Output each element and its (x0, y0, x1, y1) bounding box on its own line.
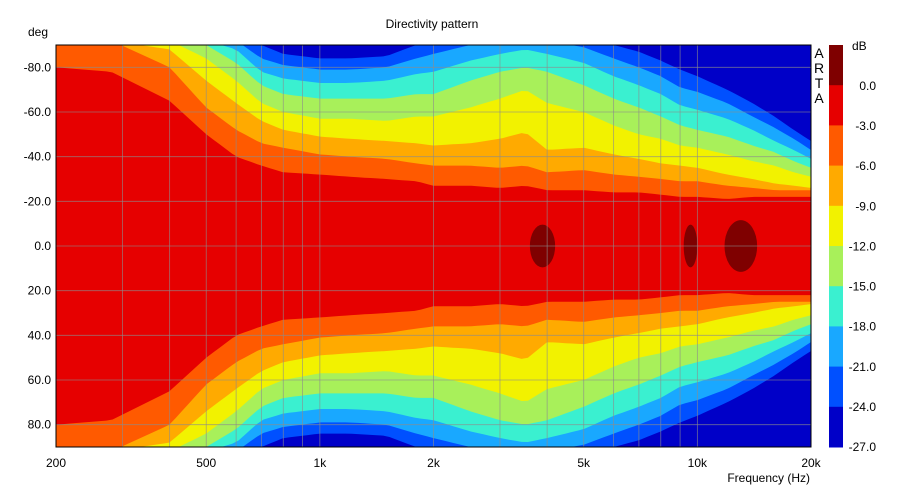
x-tick-label: 10k (688, 456, 708, 470)
colorbar-swatch (829, 165, 843, 207)
colorbar-swatch (829, 406, 843, 448)
x-tick-label: 1k (314, 456, 328, 470)
grid-lines (56, 45, 811, 447)
y-tick-label: 60.0 (28, 373, 52, 387)
y-axis-label: deg (28, 25, 48, 39)
colorbar-label: -24.0 (849, 400, 877, 414)
colorbar-label: -18.0 (849, 320, 877, 334)
colorbar-swatch (829, 246, 843, 287)
x-tick-label: 200 (46, 456, 66, 470)
colorbar-unit-label: dB (852, 39, 867, 53)
y-tick-label: -20.0 (24, 194, 52, 208)
colorbar-swatch (829, 326, 843, 368)
x-tick-labels: 200 500 1k 2k 5k 10k 20k (46, 456, 822, 470)
chart-title: Directivity pattern (386, 17, 479, 31)
watermark-letter: A (814, 90, 824, 106)
y-tick-label: 80.0 (28, 418, 52, 432)
y-tick-label: 40.0 (28, 328, 52, 342)
colorbar-label: -3.0 (855, 119, 876, 133)
colorbar-swatch (829, 366, 843, 408)
colorbar-label: -15.0 (849, 280, 877, 294)
x-tick-label: 5k (577, 456, 591, 470)
colorbar-label: 0.0 (859, 79, 876, 93)
colorbar-label: -21.0 (849, 360, 877, 374)
x-tick-label: 500 (196, 456, 216, 470)
colorbar-swatch (829, 205, 843, 247)
y-tick-label: -60.0 (24, 105, 52, 119)
plot-area (55, 44, 812, 448)
colorbar-swatch (829, 85, 843, 126)
y-tick-label: -80.0 (24, 60, 52, 74)
x-tick-label: 2k (427, 456, 441, 470)
colorbar-label: -6.0 (855, 159, 876, 173)
colorbar-swatch (829, 125, 843, 167)
x-axis-label: Frequency (Hz) (727, 471, 810, 485)
y-tick-label: 0.0 (34, 239, 51, 253)
colorbar-swatch (829, 45, 843, 86)
colorbar-label: -27.0 (849, 440, 877, 454)
y-tick-label: 20.0 (28, 284, 52, 298)
colorbar-label: -9.0 (855, 199, 876, 213)
y-tick-labels: -80.0 -60.0 -40.0 -20.0 0.0 20.0 40.0 60.0 80.0 (24, 60, 52, 431)
colorbar: 0.0 -3.0 -6.0 -9.0 -12.0 -15.0 -18.0 -21.0 -24.0… (829, 45, 876, 454)
watermark-letter: T (815, 75, 824, 91)
plot-border (55, 44, 812, 448)
watermark-letter: A (814, 45, 824, 61)
colorbar-swatch (829, 286, 843, 327)
colorbar-label: -12.0 (849, 239, 877, 253)
watermark-letter: R (814, 60, 824, 76)
x-tick-label: 20k (801, 456, 821, 470)
y-tick-label: -40.0 (24, 150, 52, 164)
